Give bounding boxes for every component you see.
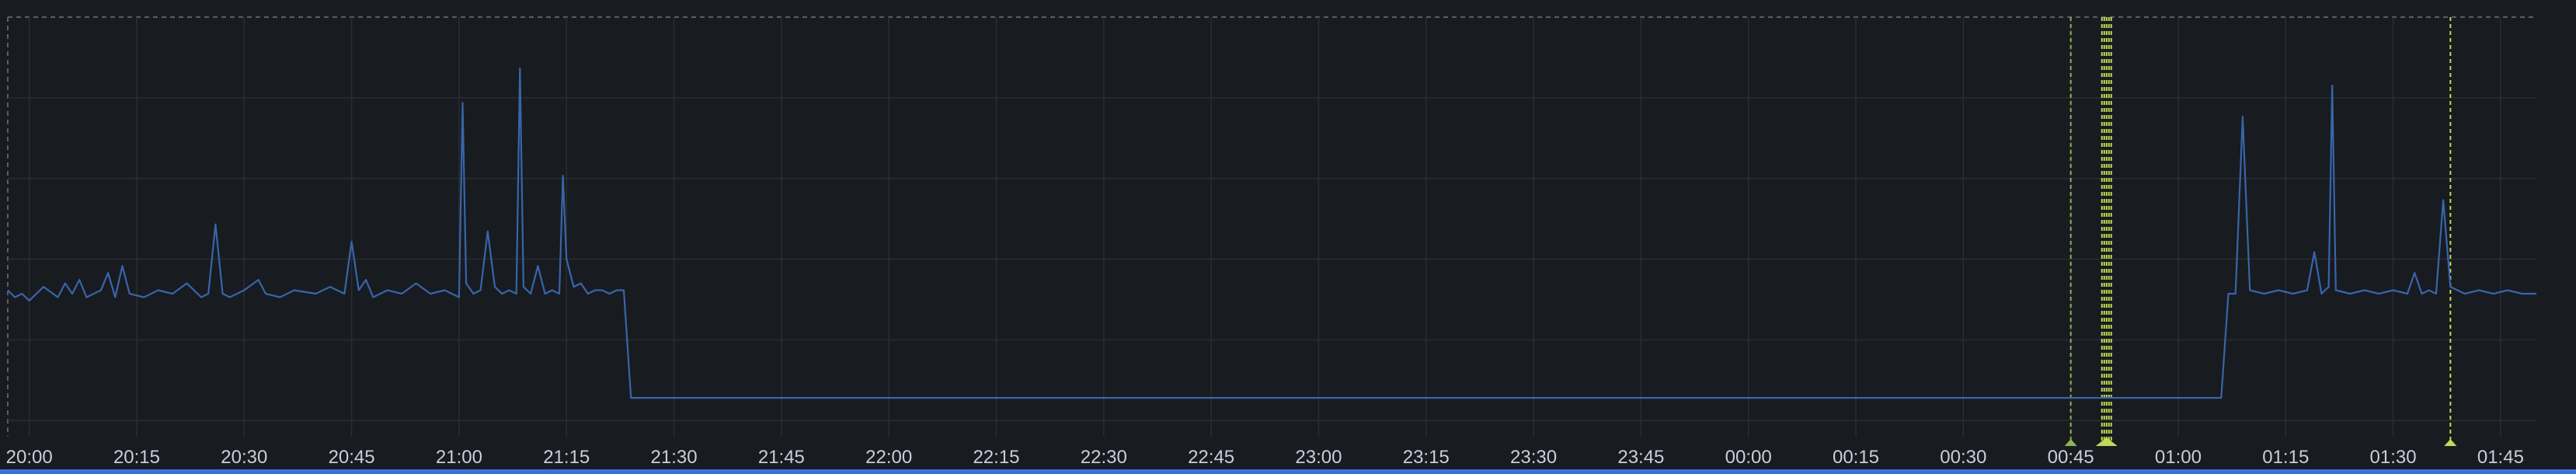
x-tick-label: 22:00	[865, 447, 912, 468]
x-tick-label: 23:00	[1295, 447, 1342, 468]
x-tick-label: 20:00	[6, 447, 53, 468]
annotation-marker	[2444, 439, 2457, 446]
x-tick-label: 20:30	[221, 447, 267, 468]
x-tick-label: 22:45	[1188, 447, 1234, 468]
x-tick-label: 01:00	[2155, 447, 2202, 468]
series	[7, 67, 2536, 399]
x-tick-label: 01:30	[2370, 447, 2417, 468]
x-tick-label: 23:30	[1510, 447, 1557, 468]
x-tick-label: 00:15	[1833, 447, 1879, 468]
x-tick-label: 21:00	[436, 447, 482, 468]
x-tick-label: 22:15	[973, 447, 1019, 468]
x-axis: 20:00 20:15 20:30 20:45 21:00 21:15 21:30 21:45…	[6, 447, 2524, 468]
x-tick-label: 01:15	[2262, 447, 2309, 468]
annotation-marker	[2095, 437, 2118, 446]
panel-focus-bar	[0, 469, 2576, 474]
x-tick-label: 23:15	[1403, 447, 1450, 468]
annotation-marker	[2064, 439, 2077, 446]
x-tick-label: 00:30	[1940, 447, 1986, 468]
x-tick-label: 21:45	[758, 447, 805, 468]
grid	[7, 16, 2536, 437]
series-line	[7, 67, 2536, 399]
x-tick-label: 20:15	[113, 447, 160, 468]
x-tick-label: 21:15	[543, 447, 590, 468]
x-tick-label: 21:30	[651, 447, 698, 468]
x-tick-label: 20:45	[329, 447, 375, 468]
x-tick-label: 23:45	[1617, 447, 1664, 468]
annotations	[2064, 17, 2457, 446]
x-tick-label: 00:00	[1725, 447, 1772, 468]
x-tick-label: 01:45	[2477, 447, 2524, 468]
x-tick-label: 00:45	[2048, 447, 2094, 468]
x-tick-label: 22:30	[1081, 447, 1127, 468]
